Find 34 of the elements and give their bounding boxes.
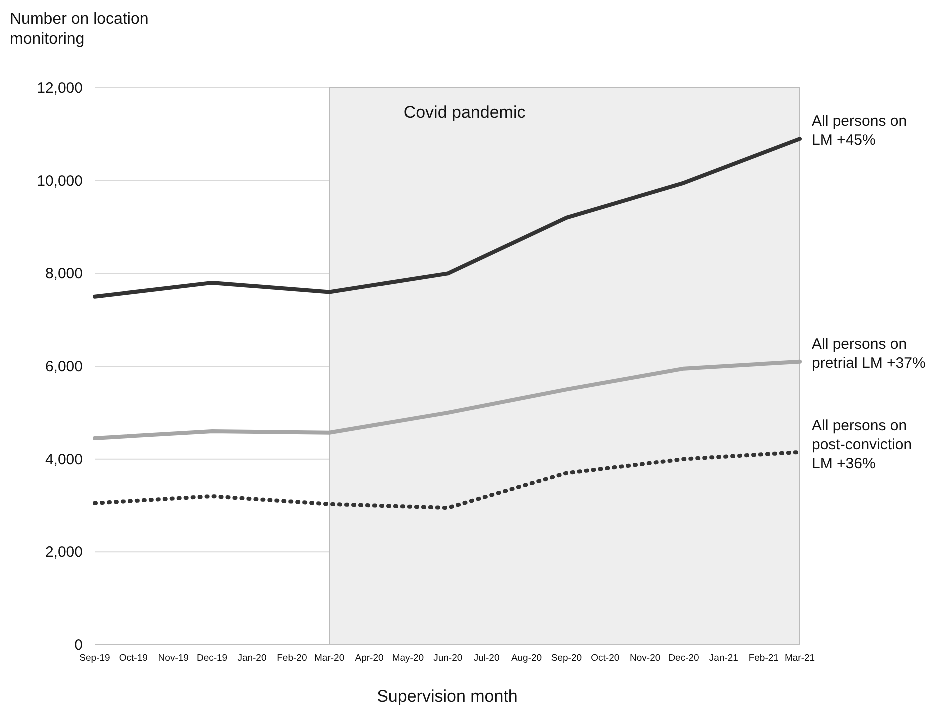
y-tick-label: 8,000: [45, 266, 83, 283]
line-series: [93, 360, 802, 440]
y-axis-title: Number on location monitoring: [10, 11, 149, 48]
series-label: All persons on pretrial LM +37%: [812, 336, 926, 372]
x-tick-label: Feb-20: [277, 653, 308, 664]
x-tick-label: Jun-20: [434, 653, 463, 664]
x-tick-label: Jan-21: [709, 653, 738, 664]
series-label: All persons on LM +45%: [812, 113, 908, 150]
series-label: All persons on post-conviction LM +36%: [812, 417, 912, 472]
y-tick-label: 0: [74, 637, 83, 654]
x-tick-label: Oct-20: [591, 653, 620, 664]
x-tick-label: Jul-20: [474, 653, 500, 664]
y-tick-label: 6,000: [45, 358, 83, 376]
band-label: Covid pandemic: [404, 103, 526, 122]
x-tick-label: Jan-20: [238, 653, 267, 664]
x-tick-label: Oct-19: [119, 653, 148, 664]
x-tick-label: Sep-20: [551, 653, 582, 664]
y-tick-label: 12,000: [37, 80, 83, 97]
x-tick-label: Apr-20: [355, 653, 384, 664]
y-tick-label: 4,000: [45, 451, 83, 468]
x-tick-label: May-20: [392, 653, 424, 664]
x-tick-label: Sep-19: [80, 653, 110, 664]
x-tick-label: Aug-20: [511, 653, 542, 664]
x-tick-label: Nov-19: [158, 653, 189, 664]
x-tick-label: Dec-20: [668, 653, 700, 664]
x-tick-label: Nov-20: [630, 653, 661, 664]
line-series: [93, 137, 802, 299]
y-tick-label: 10,000: [37, 172, 83, 190]
y-tick-label: 2,000: [45, 544, 83, 562]
x-tick-label: Feb-21: [748, 653, 779, 664]
x-tick-label: Mar-20: [314, 653, 345, 664]
x-axis-title: Supervision month: [377, 687, 518, 706]
x-tick-label: Mar-21: [784, 653, 816, 664]
x-tick-label: Dec-19: [196, 653, 228, 664]
